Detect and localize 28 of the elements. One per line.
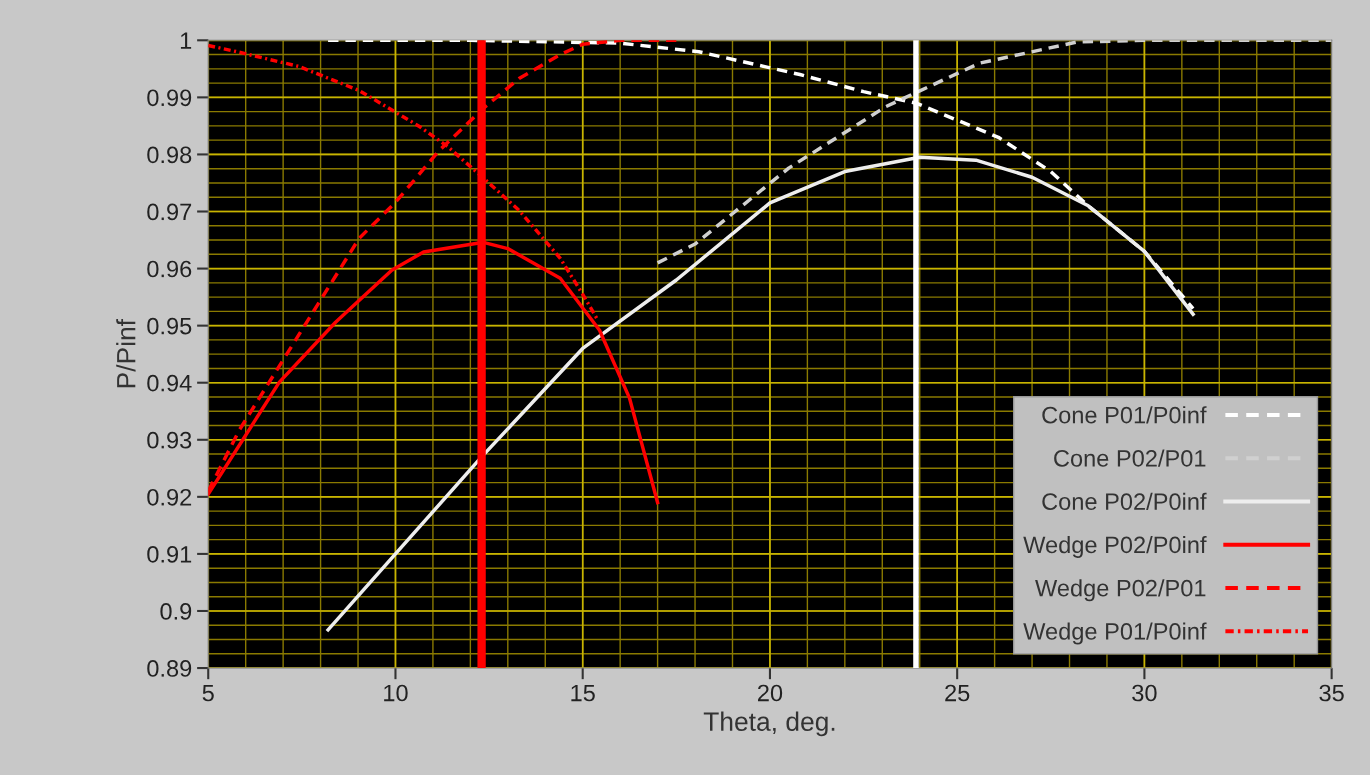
x-tick-label: 30 bbox=[1132, 684, 1157, 702]
x-tick-label: 35 bbox=[1319, 684, 1344, 702]
legend-label: Cone P01/P0inf bbox=[1042, 406, 1207, 424]
legend-label: Wedge P01/P0inf bbox=[1023, 622, 1207, 645]
y-tick-label: 0.98 bbox=[147, 146, 192, 164]
y-tick-label: 0.95 bbox=[147, 317, 192, 335]
legend-label: Wedge P02/P01 bbox=[1035, 579, 1206, 602]
legend-label: Cone P02/P0inf bbox=[1042, 492, 1207, 510]
legend-label: Wedge P02/P0inf bbox=[1023, 535, 1207, 558]
y-tick-label: 0.99 bbox=[147, 89, 192, 107]
y-axis-title: P/Pinf bbox=[116, 318, 136, 388]
y-tick-label: 0.93 bbox=[147, 431, 192, 449]
x-tick-label: 15 bbox=[571, 684, 595, 702]
x-tick-label: 10 bbox=[384, 684, 408, 702]
legend-label: Cone P02/P01 bbox=[1054, 449, 1206, 467]
y-tick-label: 0.89 bbox=[147, 660, 192, 677]
x-axis-title: Theta, deg. bbox=[703, 711, 835, 737]
line-series bbox=[655, 40, 1332, 265]
y-tick-label: 0.9 bbox=[160, 603, 192, 620]
y-tick-label: 0.92 bbox=[147, 488, 192, 506]
y-tick-label: 0.97 bbox=[147, 203, 192, 221]
y-tick-label: 1 bbox=[180, 32, 192, 49]
x-tick-label: 5 bbox=[202, 684, 214, 702]
y-tick-label: 0.94 bbox=[147, 374, 192, 392]
y-tick-label: 0.96 bbox=[147, 260, 192, 278]
x-tick-label: 25 bbox=[945, 684, 970, 702]
x-tick-label: 20 bbox=[758, 684, 783, 702]
y-tick-label: 0.91 bbox=[147, 545, 192, 563]
